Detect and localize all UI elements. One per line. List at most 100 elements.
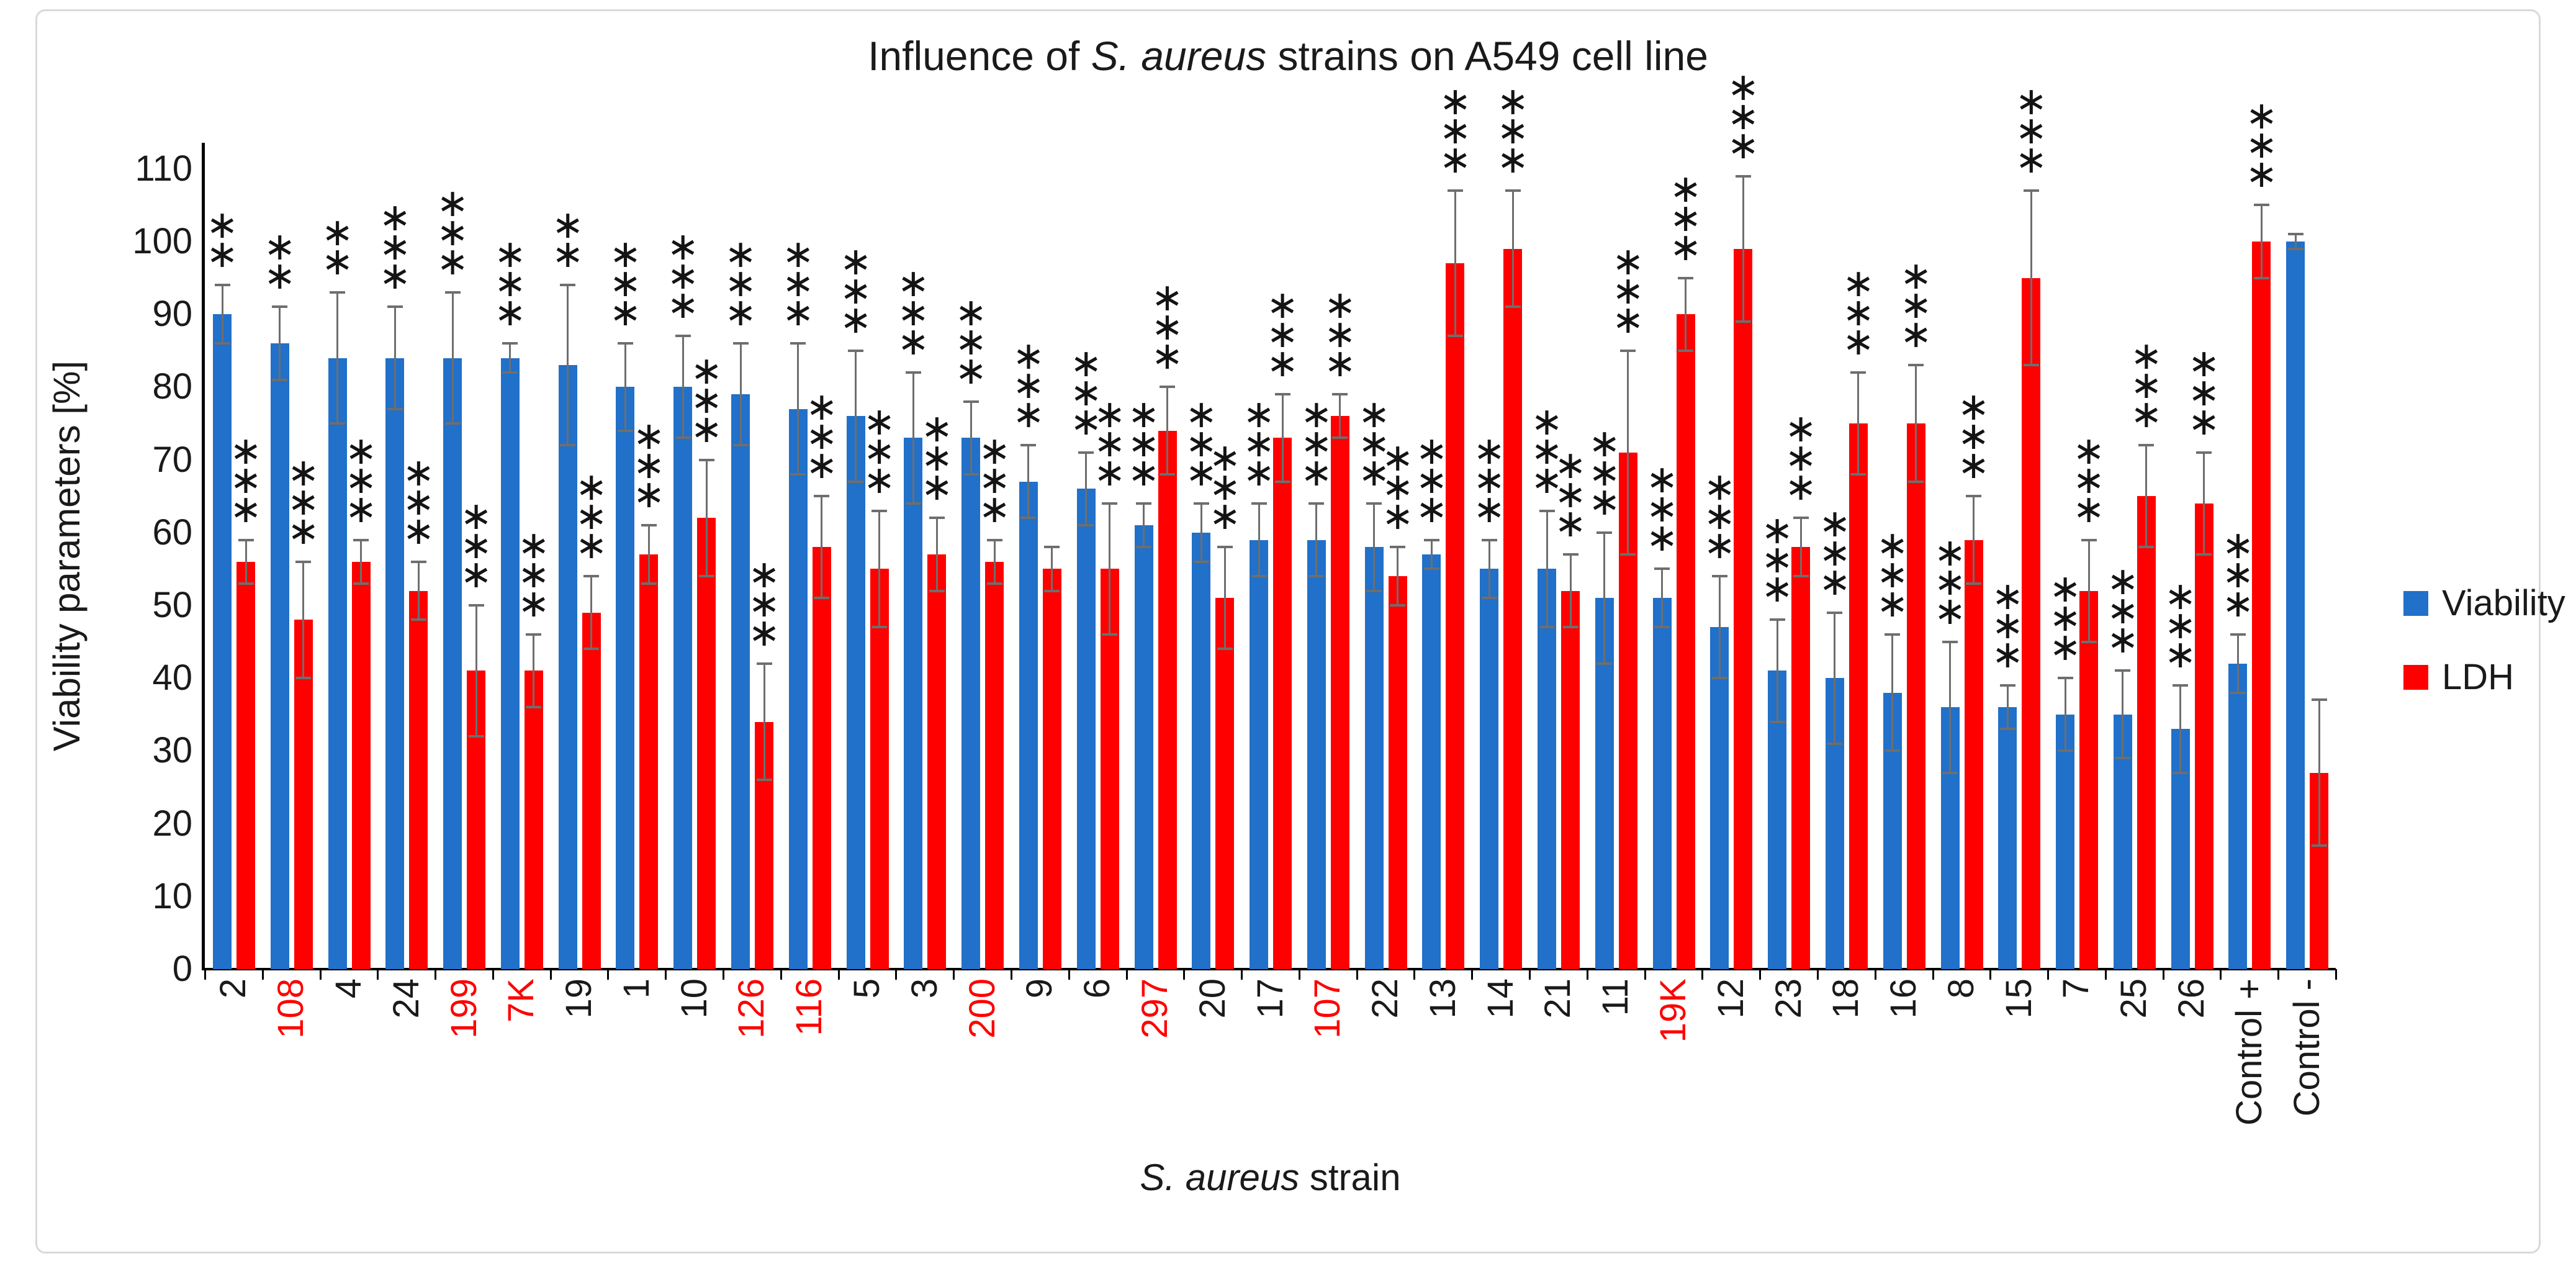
x-tick-label-text: 107 — [1307, 978, 1348, 1039]
axis-tick — [2335, 969, 2337, 980]
error-bar — [821, 496, 823, 598]
bar-ldh-14 — [1503, 248, 1523, 969]
error-bar — [1627, 350, 1629, 554]
x-tick-label: Control - — [2287, 978, 2327, 1116]
y-tick-label: 100 — [132, 221, 192, 261]
x-tick-label: 16 — [1883, 978, 1924, 1019]
significance-marker: ∗ ∗ ∗ — [1669, 167, 1702, 269]
significance-marker: ∗ ∗ ∗ — [633, 415, 665, 517]
error-bar-cap — [2287, 233, 2304, 236]
x-tick-label: 14 — [1480, 978, 1521, 1019]
y-tick-label: 10 — [152, 875, 192, 916]
error-bar — [1339, 394, 1341, 438]
error-bar — [2145, 445, 2148, 548]
significance-marker: ∗ ∗ ∗ — [2130, 335, 2163, 436]
bar-viability-19K — [1652, 598, 1672, 969]
error-bar-cap — [1620, 349, 1636, 352]
x-tick-label: 4 — [328, 978, 369, 998]
error-bar-cap — [963, 400, 979, 403]
x-tick-label-text: 14 — [1480, 978, 1521, 1019]
bar-ldh-7 — [2079, 590, 2099, 969]
bar-viability-116 — [788, 409, 808, 969]
significance-marker: ∗ ∗ ∗ — [517, 523, 550, 625]
error-bar-cap — [986, 582, 1002, 585]
error-bar-cap — [2115, 757, 2131, 760]
error-bar-cap — [848, 349, 864, 352]
error-bar — [1200, 503, 1202, 562]
significance-marker: ∗ ∗ ∗ — [690, 349, 723, 451]
error-bar — [1891, 634, 1894, 751]
bar-ldh-18 — [1849, 423, 1868, 969]
bar-ldh-10 — [697, 518, 716, 969]
error-bar-cap — [1423, 538, 1439, 541]
significance-marker: ∗ ∗ ∗ — [1761, 509, 1794, 611]
error-bar — [2064, 678, 2066, 751]
error-bar-cap — [1274, 480, 1290, 483]
bar-ldh-16 — [1906, 423, 1925, 969]
bar-viability-12 — [1710, 627, 1729, 969]
axis-tick — [204, 969, 206, 980]
error-bar — [2030, 190, 2032, 366]
axis-tick — [549, 969, 552, 980]
error-bar-cap — [2173, 771, 2189, 774]
x-tick-label: 297 — [1135, 978, 1175, 1039]
axis-tick — [319, 969, 322, 980]
error-bar-cap — [848, 480, 864, 483]
error-bar-cap — [560, 444, 576, 447]
significance-marker: ∗ ∗ ∗ — [2245, 94, 2278, 196]
error-bar — [1973, 496, 1975, 584]
x-tick-label-text: 20 — [1192, 978, 1233, 1019]
error-bar-cap — [1735, 320, 1751, 323]
significance-marker: ∗ ∗ ∗ — [230, 429, 262, 531]
bar-ldh-7K — [524, 671, 543, 969]
x-tick-label-text: 24 — [385, 978, 426, 1019]
axis-tick — [1932, 969, 1934, 980]
legend-label-viability: Viability — [2442, 583, 2565, 623]
x-tick-label-text: 26 — [2171, 978, 2212, 1019]
error-bar-cap — [330, 291, 346, 294]
error-bar-cap — [1562, 553, 1578, 556]
error-bar-cap — [295, 560, 312, 563]
x-tick-label: 9 — [1019, 978, 1060, 998]
error-bar-cap — [675, 436, 691, 440]
error-bar — [993, 540, 996, 584]
x-tick-label-text: 21 — [1538, 978, 1578, 1019]
error-bar — [360, 540, 363, 584]
significance-marker: ∗ ∗ ∗ — [1934, 531, 1966, 633]
axis-tick — [1529, 969, 1531, 980]
error-bar-cap — [502, 371, 518, 374]
error-bar-cap — [1850, 473, 1867, 476]
axis-tick — [1413, 969, 1416, 980]
error-bar-cap — [1332, 436, 1348, 440]
bar-viability-Control+ — [2228, 663, 2248, 969]
error-bar-cap — [2196, 451, 2212, 454]
x-tick-label: 20 — [1192, 978, 1233, 1019]
error-bar-cap — [1562, 626, 1578, 629]
error-bar-cap — [732, 342, 749, 345]
error-bar — [2294, 234, 2297, 249]
axis-tick — [1989, 969, 1992, 980]
bar-ldh-22 — [1388, 576, 1407, 969]
error-bar-cap — [1390, 604, 1406, 607]
x-tick-label: 19 — [559, 978, 599, 1019]
error-bar — [475, 605, 477, 736]
significance-marker: ∗ ∗ ∗ — [1876, 523, 1909, 625]
x-tick-label: 21 — [1538, 978, 1578, 1019]
error-bar-cap — [1308, 575, 1325, 578]
x-tick-label-text: 11 — [1595, 978, 1636, 1016]
bar-ldh-21 — [1561, 590, 1580, 969]
axis-tick — [607, 969, 610, 980]
error-bar-cap — [2311, 844, 2327, 847]
x-tick-label-text: 22 — [1365, 978, 1406, 1019]
error-bar-cap — [698, 458, 714, 461]
viability-swatch-icon — [2403, 590, 2428, 616]
significance-marker: ∗ ∗ ∗ — [863, 400, 896, 502]
error-bar-cap — [2253, 276, 2269, 279]
x-tick-label: 23 — [1768, 978, 1809, 1019]
error-bar-cap — [2287, 247, 2304, 250]
error-bar-cap — [1274, 393, 1290, 396]
x-tick-label: 2 — [213, 978, 253, 998]
error-bar — [912, 372, 914, 504]
error-bar — [1109, 503, 1111, 634]
y-tick-label: 90 — [152, 294, 192, 335]
